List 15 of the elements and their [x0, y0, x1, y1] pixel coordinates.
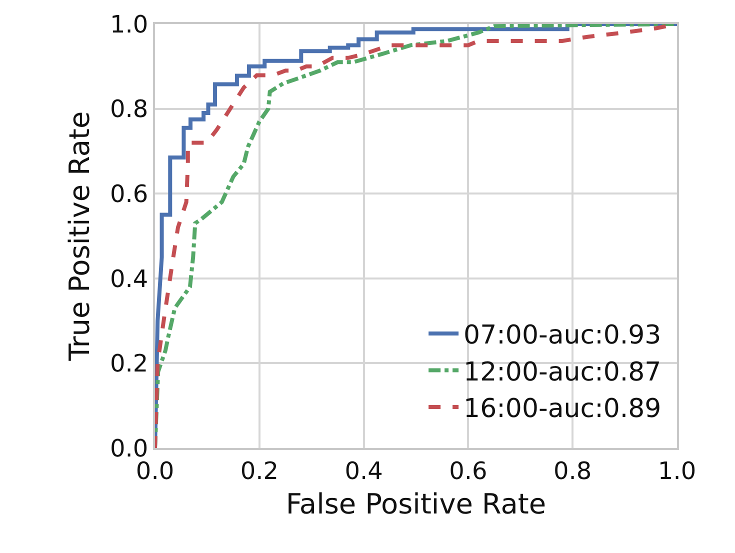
legend-label: 12:00-auc:0.87 [464, 357, 662, 388]
y-tick-label: 0.6 [110, 180, 148, 208]
y-tick-label: 0.8 [110, 95, 148, 124]
x-tick-label: 0.2 [240, 456, 278, 485]
x-axis-title: False Positive Rate [286, 487, 546, 520]
y-axis-title: True Positive Rate [63, 111, 96, 362]
x-tick-label: 0.6 [449, 456, 488, 485]
x-tick-label: 0.4 [344, 456, 383, 485]
legend-label: 07:00-auc:0.93 [464, 320, 662, 351]
y-tick-label: 0.2 [110, 350, 148, 378]
x-tick-label: 1.0 [658, 456, 696, 485]
y-tick-label: 1.0 [110, 10, 148, 38]
legend-label: 16:00-auc:0.89 [464, 394, 662, 424]
x-tick-label: 0.8 [554, 456, 592, 485]
y-tick-label: 0.4 [110, 264, 148, 293]
